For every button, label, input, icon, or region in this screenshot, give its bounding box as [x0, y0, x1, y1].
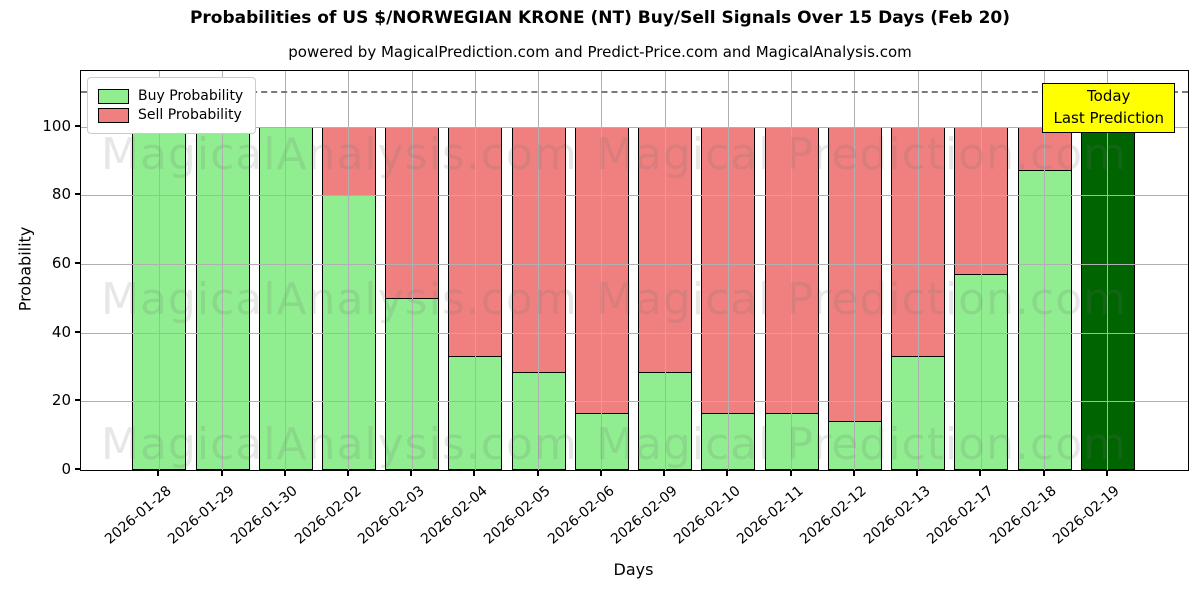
legend-item-buy: Buy Probability [98, 88, 243, 104]
x-tick-label-text: 2026-02-02 [291, 483, 365, 548]
x-tick-label-text: 2026-02-06 [544, 483, 618, 548]
y-tick [75, 193, 80, 196]
y-tick [75, 262, 80, 265]
x-tick-label-text: 2026-02-11 [734, 483, 807, 548]
x-tick [663, 471, 666, 476]
h-gridline [81, 332, 1188, 334]
v-gridline [917, 71, 919, 470]
v-gridline [791, 71, 793, 470]
x-tick-label-text: 2026-01-30 [228, 483, 302, 548]
legend-label-sell: Sell Probability [138, 107, 242, 123]
v-gridline [1044, 71, 1046, 470]
v-gridline [348, 71, 350, 470]
h-gridline [81, 401, 1188, 403]
v-gridline [411, 71, 413, 470]
watermark-text: Magical Prediction.com [596, 274, 1127, 325]
watermark-text: MagicalAnalysis.com [101, 274, 578, 325]
legend-item-sell: Sell Probability [98, 107, 243, 123]
y-tick-label: 20 [51, 391, 71, 410]
x-tick-label-text: 2026-02-17 [923, 483, 997, 548]
chart-title: Probabilities of US $/NORWEGIAN KRONE (N… [189, 8, 1011, 28]
v-gridline [1107, 71, 1109, 470]
x-tick [157, 471, 160, 476]
y-tick-label: 80 [51, 185, 71, 204]
x-tick [726, 471, 729, 476]
x-tick [1042, 471, 1045, 476]
legend-label-buy: Buy Probability [138, 88, 244, 104]
watermark-text: MagicalAnalysis.com [101, 129, 578, 180]
v-gridline [664, 71, 666, 470]
v-gridline [601, 71, 603, 470]
y-tick [75, 330, 80, 333]
y-tick [75, 124, 80, 127]
x-tick-label-text: 2026-01-29 [165, 483, 238, 548]
watermark-text: Magical Prediction.com [596, 129, 1127, 180]
y-tick-label: 100 [42, 116, 71, 135]
v-gridline [980, 71, 982, 470]
x-tick [220, 471, 223, 476]
x-tick-label-text: 2026-02-04 [418, 483, 491, 548]
x-tick [852, 471, 855, 476]
x-tick-label-text: 2026-02-12 [797, 483, 871, 548]
today-annotation: Today Last Prediction [1042, 83, 1175, 133]
x-tick-label-text: 2026-02-09 [607, 483, 681, 548]
x-tick-label-text: 2026-01-28 [101, 483, 175, 548]
x-tick-label-text: 2026-02-03 [354, 483, 428, 548]
x-tick [1105, 471, 1108, 476]
x-tick [599, 471, 602, 476]
v-gridline [854, 71, 856, 470]
watermark-text: Magical Prediction.com [596, 419, 1127, 470]
y-tick [75, 399, 80, 402]
h-gridline [81, 195, 1188, 197]
x-tick [536, 471, 539, 476]
x-tick [979, 471, 982, 476]
x-axis-label: Days [613, 560, 654, 579]
h-gridline [81, 126, 1188, 128]
sell-swatch-icon [98, 107, 129, 123]
plot-area: Buy Probability Sell Probability Today L… [80, 70, 1189, 471]
v-gridline [285, 71, 287, 470]
today-annotation-line1: Today [1087, 87, 1131, 105]
x-tick [410, 471, 413, 476]
y-tick-label: 60 [51, 254, 71, 273]
v-gridline [538, 71, 540, 470]
x-tick-label-text: 2026-02-10 [671, 483, 744, 548]
x-tick-label-text: 2026-02-18 [987, 483, 1060, 548]
v-gridline [222, 71, 224, 470]
x-tick-label-text: 2026-02-19 [1050, 483, 1124, 548]
watermark-text: MagicalAnalysis.com [101, 419, 578, 470]
x-tick [473, 471, 476, 476]
legend: Buy Probability Sell Probability [87, 77, 257, 134]
h-gridline [81, 264, 1188, 266]
y-tick-label: 0 [61, 460, 71, 478]
v-gridline [727, 71, 729, 470]
x-tick-label-text: 2026-02-13 [860, 483, 934, 548]
dashed-guide-line [81, 91, 1188, 94]
chart-subtitle: powered by MagicalPrediction.com and Pre… [288, 43, 912, 61]
x-tick [789, 471, 792, 476]
v-gridline [474, 71, 476, 470]
y-tick [75, 468, 80, 470]
x-tick [916, 471, 919, 476]
x-tick [346, 471, 349, 476]
x-tick [283, 471, 286, 476]
buy-swatch-icon [98, 88, 129, 104]
y-tick-label: 40 [51, 322, 71, 341]
v-gridline [158, 71, 160, 470]
today-annotation-line2: Last Prediction [1053, 108, 1164, 127]
x-tick-label-text: 2026-02-05 [481, 483, 554, 548]
